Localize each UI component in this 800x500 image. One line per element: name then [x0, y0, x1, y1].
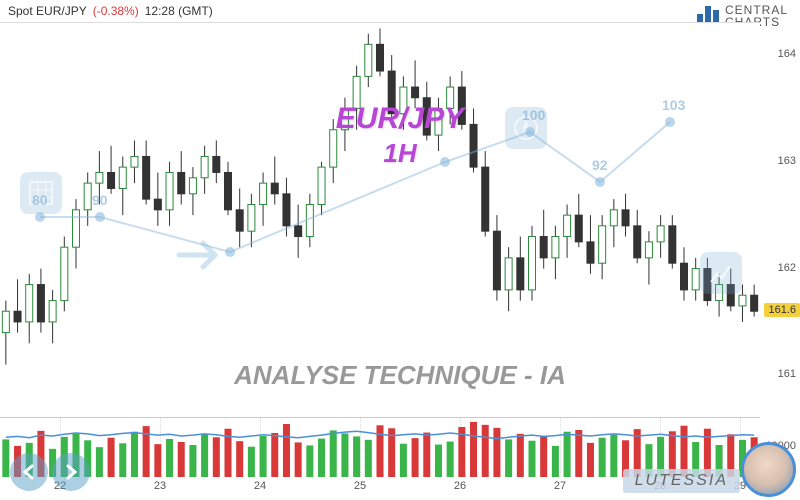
- y-axis: 161162163164161.6: [760, 22, 800, 417]
- analysis-title: ANALYSE TECHNIQUE - IA: [234, 360, 566, 391]
- indicator-panel[interactable]: [0, 417, 760, 477]
- footer-brand: LUTESSIA: [623, 469, 740, 493]
- symbol-label: Spot EUR/JPY: [8, 4, 87, 18]
- nav-arrows: [10, 453, 90, 491]
- pair-title: EUR/JPY: [336, 102, 464, 136]
- time-label: 12:28 (GMT): [145, 4, 213, 18]
- avatar-icon[interactable]: [741, 442, 796, 497]
- watermark-arrow-icon: [175, 237, 225, 278]
- watermark-compass-icon: [505, 107, 547, 149]
- watermark-chart-icon: [700, 252, 742, 294]
- price-chart[interactable]: [0, 22, 760, 417]
- nav-next-button[interactable]: [52, 453, 90, 491]
- chart-header: Spot EUR/JPY (-0.38%) 12:28 (GMT): [0, 0, 800, 22]
- timeframe-title: 1H: [383, 138, 416, 169]
- change-pct: (-0.38%): [93, 4, 139, 18]
- watermark-grid-icon: [20, 172, 62, 214]
- nav-prev-button[interactable]: [10, 453, 48, 491]
- chart-container[interactable]: 161162163164161.6 10000 2223242526272829…: [0, 22, 800, 497]
